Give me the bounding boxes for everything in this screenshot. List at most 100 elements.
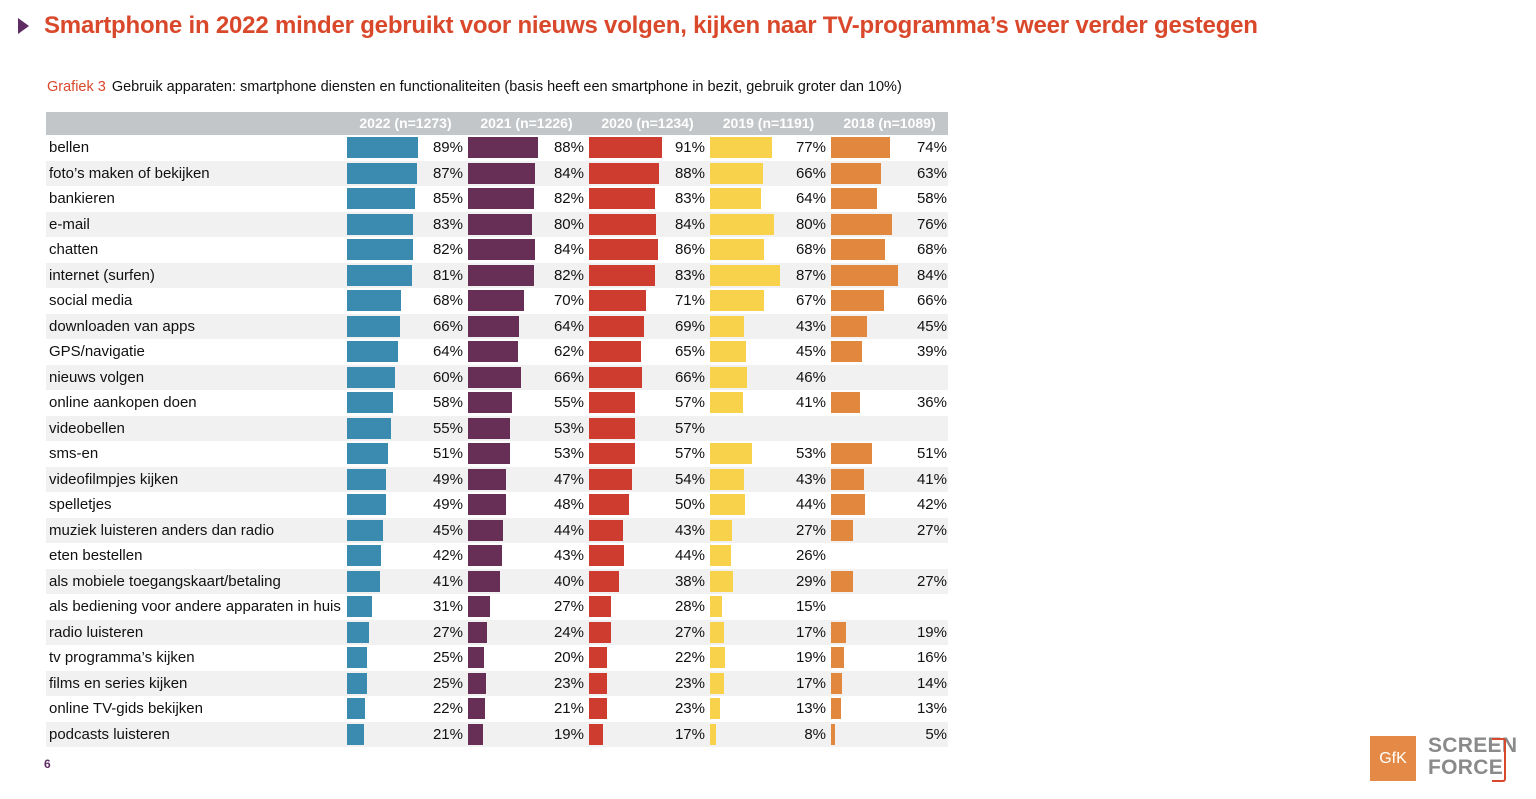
- table-row: online TV-gids bekijken 22% 21% 23% 13% 13%: [46, 696, 948, 722]
- bar-4-2: [831, 188, 878, 209]
- category-label: internet (surfen): [49, 266, 155, 284]
- data-label-4-7: 45%: [916, 317, 947, 335]
- bar-4-12: [831, 443, 872, 464]
- data-label-0-10: 58%: [432, 394, 463, 411]
- data-label-0-0: 89%: [432, 139, 463, 156]
- bar-3-14: [710, 494, 746, 515]
- bar-3-10: [710, 392, 743, 413]
- table-row: downloaden van apps 66% 64% 69% 43% 45%: [46, 313, 948, 339]
- bar-3-21: [710, 672, 724, 694]
- data-label-0-14: 49%: [432, 496, 463, 513]
- table-row: videofilmpjes kijken 49% 47% 54% 43% 41%: [46, 466, 948, 492]
- subtitle-text: Gebruik apparaten: smartphone diensten e…: [111, 79, 902, 95]
- bar-2-4: [589, 239, 658, 260]
- bar-4-8: [831, 341, 863, 362]
- category-label: GPS/navigatie: [49, 343, 145, 360]
- bar-1-6: [468, 290, 524, 311]
- chart-table: 2022 (n=1273) 2021 (n=1226) 2020 (n=1234) 2…: [46, 112, 948, 747]
- table-row: videobellen 55% 53% 57%: [46, 415, 948, 441]
- bar-0-14: [347, 494, 387, 515]
- data-label-3-6: 67%: [795, 292, 826, 309]
- bar-2-19: [589, 621, 611, 643]
- category-label: bellen: [49, 139, 90, 156]
- bar-2-10: [589, 392, 635, 413]
- data-label-4-20: 16%: [916, 649, 947, 666]
- screenforce-logo-line2: FORCE: [1428, 756, 1503, 779]
- data-label-3-8: 45%: [795, 343, 826, 360]
- data-label-1-10: 55%: [553, 394, 584, 411]
- data-label-3-23: 8%: [804, 725, 826, 743]
- bar-3-3: [710, 213, 774, 235]
- bar-0-21: [347, 672, 367, 694]
- bar-1-12: [468, 443, 511, 464]
- bar-2-16: [589, 545, 625, 566]
- bar-4-1: [831, 162, 882, 184]
- data-label-1-6: 70%: [553, 292, 584, 309]
- data-label-1-8: 62%: [553, 343, 584, 360]
- bar-0-15: [347, 519, 383, 541]
- data-label-3-17: 29%: [795, 572, 826, 590]
- category-label: foto’s maken of bekijken: [49, 164, 210, 182]
- data-label-2-8: 65%: [674, 343, 705, 360]
- data-label-3-0: 77%: [795, 139, 826, 156]
- bar-1-19: [468, 621, 488, 643]
- data-label-4-13: 41%: [916, 470, 947, 488]
- bar-0-23: [347, 723, 364, 745]
- data-label-2-1: 88%: [674, 164, 705, 182]
- bar-0-3: [347, 213, 414, 235]
- data-label-3-14: 44%: [795, 496, 826, 513]
- data-label-2-11: 57%: [674, 419, 705, 437]
- bar-4-0: [831, 137, 891, 158]
- data-label-2-13: 54%: [674, 470, 705, 488]
- bar-1-5: [468, 264, 534, 286]
- bar-4-5: [831, 264, 899, 286]
- table-row: online aankopen doen 58% 55% 57% 41% 36%: [46, 390, 948, 416]
- data-label-0-9: 60%: [432, 368, 463, 386]
- data-label-1-22: 21%: [553, 700, 584, 717]
- bar-0-0: [347, 137, 419, 158]
- bar-4-19: [831, 621, 847, 643]
- table-row: films en series kijken 25% 23% 23% 17% 14%: [46, 670, 948, 696]
- bar-3-7: [710, 315, 745, 337]
- table-row: e-mail 83% 80% 84% 80% 76%: [46, 211, 948, 237]
- category-label: spelletjes: [49, 496, 112, 513]
- data-label-0-4: 82%: [432, 241, 463, 258]
- bar-2-9: [589, 366, 642, 388]
- data-label-3-5: 87%: [795, 266, 826, 284]
- table-row: sms-en 51% 53% 57% 53% 51%: [46, 441, 948, 467]
- bar-0-2: [347, 188, 415, 209]
- bar-3-2: [710, 188, 762, 209]
- bar-0-10: [347, 392, 394, 413]
- data-label-1-7: 64%: [553, 317, 584, 335]
- data-label-4-14: 42%: [916, 496, 947, 513]
- data-label-0-8: 64%: [432, 343, 463, 360]
- category-label: e-mail: [49, 215, 90, 233]
- column-header-1: 2021 (n=1226): [480, 115, 573, 131]
- bar-3-6: [710, 290, 764, 311]
- data-label-1-14: 48%: [553, 496, 584, 513]
- data-label-3-1: 66%: [795, 164, 826, 182]
- data-label-1-17: 40%: [553, 572, 584, 590]
- data-label-0-12: 51%: [432, 445, 463, 462]
- data-label-1-19: 24%: [553, 623, 584, 641]
- bar-0-5: [347, 264, 412, 286]
- bar-2-1: [589, 162, 660, 184]
- table-row: radio luisteren 27% 24% 27% 17% 19%: [46, 619, 948, 645]
- data-label-3-4: 68%: [795, 241, 826, 258]
- column-header-4: 2018 (n=1089): [843, 115, 936, 131]
- data-label-0-16: 42%: [432, 547, 463, 564]
- table-row: chatten 82% 84% 86% 68% 68%: [46, 237, 948, 263]
- data-label-0-13: 49%: [432, 470, 463, 488]
- bar-0-1: [347, 162, 417, 184]
- data-label-3-9: 46%: [795, 368, 826, 386]
- data-label-4-5: 84%: [916, 266, 947, 284]
- table-row: podcasts luisteren 21% 19% 17% 8% 5%: [46, 721, 948, 747]
- bar-2-18: [589, 596, 612, 617]
- bar-3-23: [710, 723, 717, 745]
- chart-subtitle: Grafiek 3 Gebruik apparaten: smartphone d…: [47, 79, 902, 95]
- bar-4-7: [831, 315, 867, 337]
- bar-0-22: [347, 698, 365, 719]
- screenforce-bracket-icon: [1492, 738, 1506, 782]
- bar-4-3: [831, 213, 892, 235]
- data-label-0-17: 41%: [432, 572, 463, 590]
